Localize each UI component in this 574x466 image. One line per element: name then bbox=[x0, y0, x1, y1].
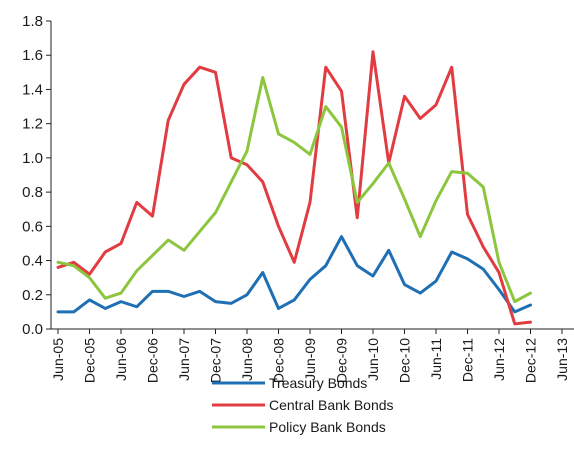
series-line-2 bbox=[56, 75, 532, 304]
x-tick-label: Dec-10 bbox=[397, 338, 413, 383]
x-tick-label: Jun-11 bbox=[428, 338, 444, 380]
x-tick-label: Dec-06 bbox=[145, 338, 161, 383]
legend-label-2: Policy Bank Bonds bbox=[269, 419, 386, 435]
y-tick-label: 0.4 bbox=[22, 253, 43, 270]
series-lines bbox=[56, 50, 532, 326]
y-tick-label: 1.4 bbox=[22, 81, 43, 98]
x-tick-label: Jun-05 bbox=[50, 338, 66, 381]
legend-label-1: Central Bank Bonds bbox=[269, 397, 394, 413]
x-tick-label: Dec-07 bbox=[208, 338, 224, 383]
x-tick-label: Jun-12 bbox=[491, 338, 507, 381]
y-tick-label: 1.2 bbox=[22, 116, 43, 133]
x-tick-label: Dec-12 bbox=[523, 338, 539, 383]
y-tick-label: 0.6 bbox=[22, 218, 43, 235]
y-tick-label: 1.0 bbox=[22, 150, 43, 167]
x-tick-label: Dec-05 bbox=[82, 338, 98, 383]
y-tick-label: 0.2 bbox=[22, 287, 43, 304]
x-tick-label: Dec-11 bbox=[460, 338, 476, 382]
x-tick-label: Jun-13 bbox=[554, 338, 570, 381]
y-tick-label: 0.8 bbox=[22, 184, 43, 201]
legend: Treasury Bonds Central Bank Bonds Policy B… bbox=[212, 375, 394, 435]
series-line-0 bbox=[56, 235, 532, 314]
x-tick-label: Jun-07 bbox=[176, 338, 192, 381]
series-line-1 bbox=[56, 50, 532, 326]
x-tick-label: Jun-10 bbox=[365, 338, 381, 381]
y-tick-label: 1.8 bbox=[22, 13, 43, 30]
y-tick-label: 0.0 bbox=[22, 321, 43, 338]
x-tick-label: Dec-08 bbox=[271, 338, 287, 383]
x-tick-label: Jun-09 bbox=[302, 338, 318, 381]
x-tick-label: Jun-06 bbox=[113, 338, 129, 381]
legend-label-0: Treasury Bonds bbox=[269, 375, 367, 391]
x-tick-label: Dec-09 bbox=[334, 338, 350, 383]
y-tick-label: 1.6 bbox=[22, 47, 43, 64]
y-axis: 0.0 0.2 0.4 0.6 0.8 1.0 1.2 1.4 1.6 1.8 bbox=[22, 13, 52, 338]
x-axis: Jun-05 Dec-05 Jun-06 Dec-06 Jun-07 Dec-07 Jun-… bbox=[50, 328, 574, 383]
x-tick-label: Jun-08 bbox=[239, 338, 255, 381]
